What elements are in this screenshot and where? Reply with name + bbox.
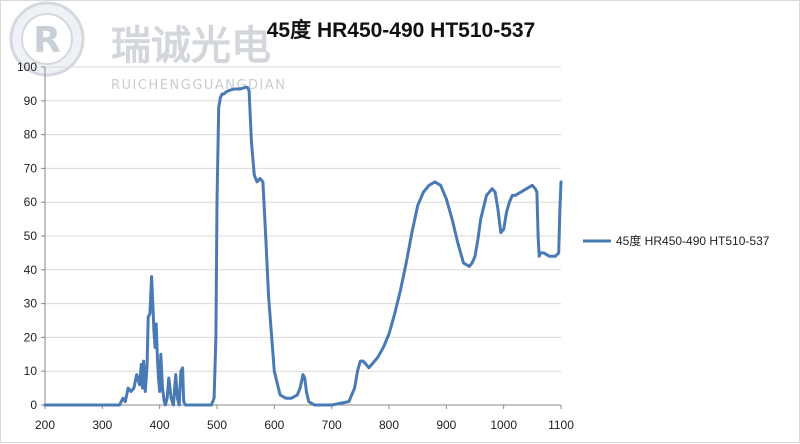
y-tick-label: 0 — [30, 398, 37, 412]
y-tick-label: 80 — [24, 128, 38, 142]
grid-layer — [45, 66, 561, 372]
x-tick-label: 1000 — [490, 418, 517, 432]
y-tick-label: 100 — [17, 60, 37, 74]
legend-label: 45度 HR450-490 HT510-537 — [616, 233, 770, 248]
x-tick-label: 900 — [436, 418, 456, 432]
legend: 45度 HR450-490 HT510-537 — [583, 233, 770, 248]
y-tick-label: 90 — [24, 94, 38, 108]
tick-labels: 0 10 20 30 40 50 60 70 80 90 100 200 300 400 500 600 700… — [17, 60, 574, 432]
x-tick-label: 500 — [207, 418, 227, 432]
y-tick-label: 30 — [24, 297, 38, 311]
y-tick-label: 50 — [24, 229, 38, 243]
x-tick-label: 200 — [35, 418, 55, 432]
x-tick-label: 700 — [322, 418, 342, 432]
brand-name-cn: 瑞诚光电 — [111, 23, 271, 69]
y-tick-label: 20 — [24, 330, 38, 344]
chart-title: 45度 HR450-490 HT510-537 — [267, 18, 536, 42]
x-tick-label: 800 — [379, 418, 399, 432]
y-tick-label: 70 — [24, 161, 38, 175]
x-tick-label: 600 — [264, 418, 284, 432]
y-tick-label: 40 — [24, 263, 38, 277]
x-tick-label: 300 — [92, 418, 112, 432]
brand-logo: R — [9, 1, 85, 77]
x-tick-label: 1100 — [548, 418, 574, 432]
y-tick-label: 10 — [24, 364, 38, 378]
brand-logo-inner-ring — [21, 13, 73, 65]
series-layer — [43, 85, 563, 407]
y-tick-label: 60 — [24, 195, 38, 209]
brand-name-en: RUICHENGGUANGDIAN — [111, 78, 287, 93]
series-line-0 — [43, 85, 563, 407]
brand-logo-r-icon: R — [33, 20, 61, 61]
axis-layer — [41, 66, 562, 409]
x-tick-label: 400 — [150, 418, 170, 432]
